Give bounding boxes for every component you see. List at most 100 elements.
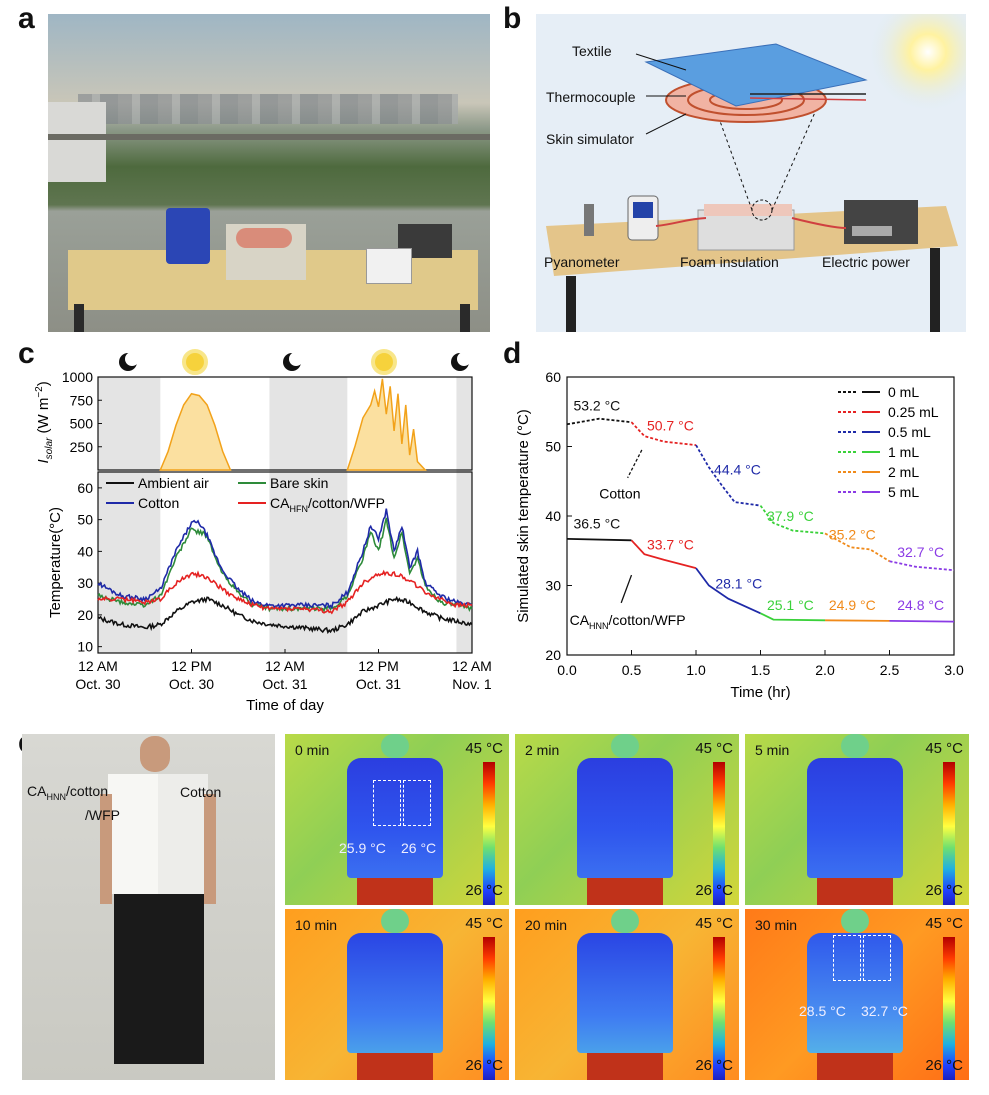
value-annotation: 36.5 °C	[573, 516, 620, 532]
measurement-reading-right: 32.7 °C	[861, 1003, 908, 1019]
weather-sensor	[366, 248, 412, 284]
value-annotation: 44.4 °C	[714, 461, 761, 477]
ylabel: Simulated skin temperature (°C)	[515, 409, 532, 623]
measurement-reading-left: 28.5 °C	[799, 1003, 846, 1019]
colorbar-min-label: 26 °C	[465, 1057, 503, 1074]
ca-segment-2	[695, 567, 761, 615]
thermal-colorbar	[943, 937, 955, 1080]
panel-letter-c: c	[18, 337, 35, 370]
measurement-reading-left: 25.9 °C	[339, 840, 386, 856]
shirt-right	[158, 774, 208, 894]
thermal-frame-2: 5 min 45 °C 26 °C	[745, 734, 969, 905]
thermal-head	[841, 734, 869, 758]
measurement-box-right	[403, 780, 431, 826]
shirt-left	[108, 774, 158, 894]
thermal-body	[577, 933, 673, 1053]
thermal-legs	[357, 878, 433, 905]
thermal-legs	[357, 1053, 433, 1080]
data-logger-screen	[633, 202, 653, 218]
thermal-time-label: 10 min	[295, 917, 338, 933]
xtick-label: 3.0	[944, 662, 964, 678]
cotton-segment-1	[630, 421, 697, 446]
thermocouple-wire	[749, 97, 867, 101]
solar-ytick-label: 1000	[62, 369, 93, 385]
colorbar-max-label: 45 °C	[465, 740, 503, 757]
colorbar-min-label: 26 °C	[695, 882, 733, 899]
setup-schematic	[536, 14, 966, 332]
textile-sheet	[644, 43, 868, 107]
panel-letter-a: a	[18, 2, 35, 35]
foam-block	[697, 209, 795, 251]
legend-label: Ambient air	[138, 475, 209, 491]
temp-xtick-label: Nov. 1	[452, 676, 492, 692]
series-ambient	[97, 595, 473, 635]
thermal-legs	[587, 878, 663, 905]
thermal-body	[807, 933, 903, 1053]
value-annotation: 50.7 °C	[647, 418, 694, 434]
ca-segment-3	[760, 612, 826, 622]
temp-xtick-label: Oct. 30	[75, 676, 120, 692]
ca-segment-1	[630, 539, 697, 569]
foam-top	[704, 204, 792, 216]
temp-xtick-label: 12 PM	[358, 658, 398, 674]
thermal-head	[381, 909, 409, 933]
thermal-colorbar	[713, 762, 725, 905]
label-thermocouple: Thermocouple	[546, 89, 636, 105]
temp-ytick-label: 10	[77, 639, 93, 655]
head	[140, 736, 170, 772]
legend-label: 5 mL	[888, 484, 919, 500]
colorbar-max-label: 45 °C	[925, 740, 963, 757]
measurement-reading-right: 26 °C	[401, 840, 437, 856]
panel-letter-b: b	[503, 2, 522, 35]
thermal-legs	[817, 1053, 893, 1080]
arm-left	[100, 794, 112, 904]
colorbar-max-label: 45 °C	[695, 740, 733, 757]
value-annotation: 24.9 °C	[829, 597, 876, 613]
thermal-frame-1: 2 min 45 °C 26 °C	[515, 734, 739, 905]
label-textile: Textile	[572, 43, 612, 59]
ytick-label: 60	[545, 369, 561, 385]
moon-icon-cutout	[457, 352, 471, 366]
sun-icon	[868, 14, 966, 112]
colorbar-min-label: 26 °C	[925, 1057, 963, 1074]
chart-d: 0.0 0.5 1.0 1.5 2.0 2.5 3.0 20 30 40 50 60 Time (hr)…	[515, 369, 964, 701]
temp-ytick-label: 60	[77, 480, 93, 496]
cotton-segment-2	[695, 444, 761, 507]
thermal-body	[347, 758, 443, 878]
cotton-label: Cotton	[599, 486, 640, 502]
legend-label: 1 mL	[888, 444, 919, 460]
legend-label: 2 mL	[888, 464, 919, 480]
cotton-arrow	[627, 449, 643, 479]
temp-xtick-label: 12 AM	[78, 658, 118, 674]
trousers	[114, 894, 204, 1064]
ytick-label: 20	[545, 647, 561, 663]
ca-label: CAHNN/cotton/WFP	[570, 612, 686, 631]
label-foam-insulation: Foam insulation	[680, 254, 779, 270]
night-shading	[456, 377, 472, 653]
cotton-segment-0	[566, 417, 632, 426]
series-cotton	[97, 508, 473, 610]
legend-label: CAHFN/cotton/WFP	[270, 495, 385, 514]
colorbar-max-label: 45 °C	[695, 915, 733, 932]
temp-ytick-label: 40	[77, 543, 93, 559]
colorbar-max-label: 45 °C	[465, 915, 503, 932]
thermal-head	[841, 909, 869, 933]
solar-area-day2	[346, 378, 427, 471]
label-skin-simulator: Skin simulator	[546, 131, 634, 147]
table-leg-right	[460, 304, 470, 332]
table-leg	[930, 248, 940, 332]
thermal-frame-5: 30 min 45 °C 26 °C 28.5 °C 32.7 °C	[745, 909, 969, 1080]
ca-segment-4	[824, 619, 890, 622]
moon-icon-cutout	[125, 352, 139, 366]
colorbar-min-label: 26 °C	[695, 1057, 733, 1074]
thermal-frame-0: 0 min 45 °C 26 °C 25.9 °C 26 °C	[285, 734, 509, 905]
rooftop-experiment-photo	[48, 14, 490, 332]
legend-label: 0.25 mL	[888, 404, 939, 420]
cotton-segment-5	[889, 560, 955, 572]
thermal-time-label: 30 min	[755, 917, 798, 933]
sun-icon	[182, 349, 208, 375]
power-supply-display	[852, 226, 892, 236]
xtick-label: 1.0	[686, 662, 706, 678]
person-photo	[22, 734, 275, 1080]
value-annotation: 53.2 °C	[573, 397, 620, 413]
